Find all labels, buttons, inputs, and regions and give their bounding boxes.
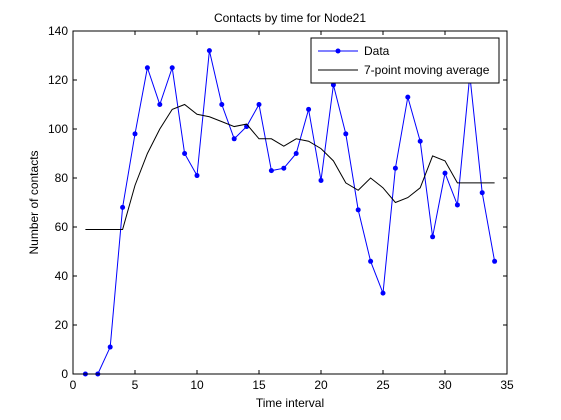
data-point — [256, 102, 262, 107]
chart-title: Contacts by time for Node21 — [214, 11, 366, 25]
data-point — [157, 102, 163, 107]
x-tick-label: 20 — [314, 378, 328, 392]
x-tick-label: 0 — [70, 378, 77, 392]
data-point — [330, 82, 336, 88]
data-point — [182, 151, 188, 156]
y-tick-label: 20 — [55, 318, 69, 332]
y-tick-label: 80 — [55, 171, 69, 185]
data-point — [479, 190, 485, 196]
legend-label-data: Data — [364, 44, 390, 58]
data-point — [454, 202, 460, 208]
y-tick-label: 100 — [48, 122, 68, 136]
data-point — [417, 138, 423, 144]
data-point — [281, 165, 287, 171]
data-point — [492, 258, 498, 264]
axes-frame — [72, 30, 508, 375]
legend-box — [310, 37, 500, 84]
data-layer — [82, 48, 498, 377]
x-tick-label: 35 — [500, 378, 514, 392]
y-tick-label: 40 — [55, 269, 69, 283]
y-tick-label: 120 — [48, 73, 68, 87]
data-point — [306, 106, 312, 112]
data-point — [368, 258, 374, 264]
data-point — [268, 168, 274, 174]
data-point — [343, 131, 349, 137]
legend-label-moving-average: 7-point moving average — [364, 63, 490, 77]
data-point — [392, 165, 398, 171]
x-tick-label: 10 — [190, 378, 204, 392]
series-line-0 — [85, 50, 496, 375]
data-point — [194, 173, 200, 179]
data-point — [144, 65, 150, 71]
y-tick-label: 60 — [55, 220, 69, 234]
legend-marker-data — [335, 48, 341, 54]
data-point — [169, 65, 175, 71]
data-point — [219, 102, 225, 107]
data-point — [107, 344, 113, 350]
data-point — [355, 207, 361, 213]
data-point — [231, 136, 237, 142]
series-line-1 — [85, 103, 495, 230]
x-tick-label: 5 — [132, 378, 139, 392]
x-axis-label: Time interval — [256, 396, 324, 410]
y-tick-label: 0 — [61, 367, 68, 381]
data-point — [293, 151, 299, 156]
axes-layer: 0 5 10 15 20 25 30 35 0 20 40 60 80 100 120 140 — [48, 24, 514, 392]
plot-background — [73, 31, 507, 374]
data-point — [120, 204, 126, 210]
data-point — [206, 48, 212, 54]
data-point — [442, 170, 448, 176]
y-axis-label: Number of contacts — [27, 150, 41, 254]
x-tick-label: 15 — [252, 378, 266, 392]
data-point — [318, 177, 324, 183]
data-point — [380, 290, 386, 296]
x-tick-label: 30 — [438, 378, 452, 392]
data-point — [132, 131, 138, 137]
legend: Data 7-point moving average — [310, 37, 500, 84]
data-point — [405, 94, 411, 100]
y-tick-label: 140 — [48, 24, 68, 38]
data-point — [430, 234, 436, 240]
x-tick-label: 25 — [376, 378, 390, 392]
